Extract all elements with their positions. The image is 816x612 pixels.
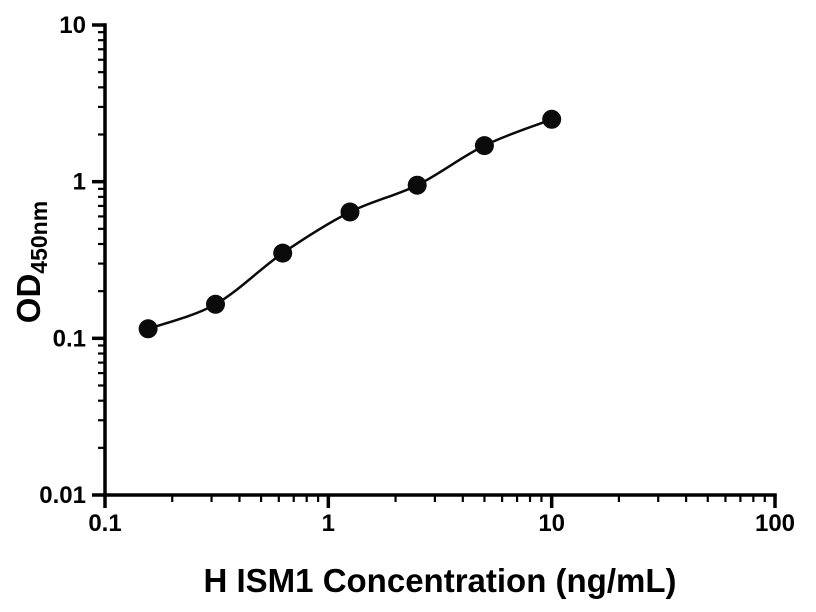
data-point (273, 243, 293, 263)
x-tick-label: 10 (538, 510, 565, 537)
y-tick-label: 1 (73, 169, 86, 196)
y-tick-label: 0.1 (53, 325, 86, 352)
x-tick-label: 0.1 (88, 510, 121, 537)
x-axis-title: H ISM1 Concentration (ng/mL) (204, 562, 677, 599)
data-point (474, 136, 494, 156)
y-axis-title-main: OD (10, 274, 47, 324)
y-tick-label: 10 (59, 12, 86, 39)
data-point (340, 202, 360, 222)
data-point (407, 175, 427, 195)
data-point (542, 109, 562, 129)
x-tick-label: 100 (755, 510, 795, 537)
y-axis-title-subscript: 450nm (26, 201, 52, 274)
data-point (206, 294, 225, 314)
data-point (138, 319, 158, 339)
y-tick-label: 0.01 (39, 482, 86, 509)
y-axis-title: OD450nm (10, 201, 52, 323)
x-tick-label: 1 (322, 510, 335, 537)
